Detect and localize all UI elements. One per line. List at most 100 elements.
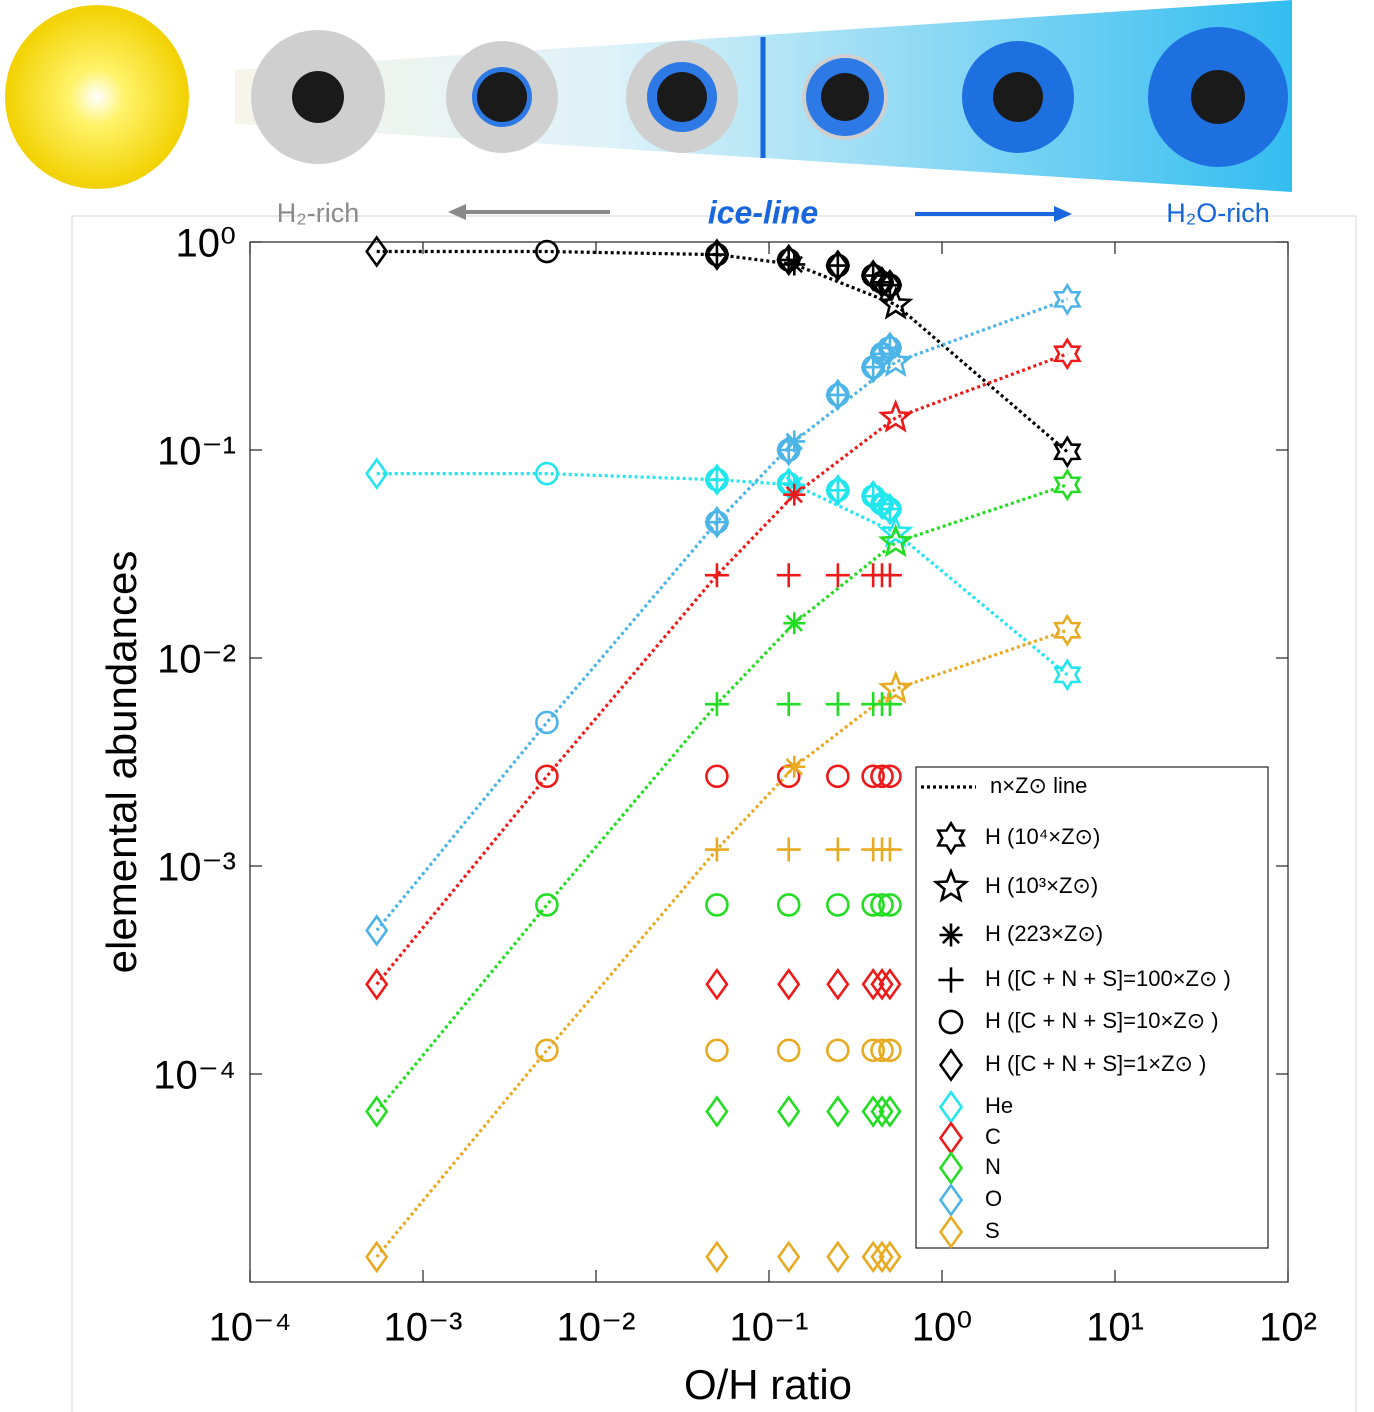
data-point (776, 1038, 801, 1063)
x-tick-label: 10⁻² (557, 1306, 636, 1350)
data-point (535, 710, 559, 735)
data-point (825, 253, 850, 278)
y-axis-title: elemental abundances (98, 551, 145, 974)
legend-marker (938, 1151, 964, 1185)
data-point (1053, 282, 1082, 316)
data-point (861, 1095, 885, 1128)
legend-label: H ([C + N + S]=10×Z⊙ ) (985, 1008, 1219, 1033)
data-point (705, 1240, 729, 1274)
data-point (861, 1240, 885, 1274)
data-point (870, 893, 894, 917)
data-point (826, 474, 850, 507)
data-point (826, 1240, 850, 1274)
data-point (870, 764, 894, 789)
data-point (1053, 613, 1082, 647)
data-point (535, 1038, 559, 1063)
trend-line (376, 472, 1069, 677)
header-labels: H₂-rich ice-line H₂O-rich (277, 194, 1270, 230)
trend-line (375, 352, 1068, 986)
data-point (1053, 468, 1082, 502)
data-point (705, 893, 729, 917)
data-point (783, 430, 806, 453)
data-point (877, 692, 902, 717)
trend-line (375, 628, 1068, 1258)
data-point (705, 463, 729, 496)
data-point (1053, 658, 1082, 692)
legend-marker (936, 820, 966, 856)
data-point (826, 968, 850, 1001)
data-point (825, 692, 850, 717)
data-point (704, 837, 729, 862)
data-point (704, 510, 729, 535)
data-point (777, 968, 801, 1001)
trend-line (376, 249, 1069, 454)
data-point (877, 286, 914, 320)
data-point (783, 253, 806, 276)
legend-label: n×Z⊙ line (990, 773, 1087, 798)
planet-core (993, 72, 1043, 122)
y-tick-label: 10⁻² (157, 638, 236, 682)
planet-core (657, 72, 707, 122)
data-point (783, 483, 806, 506)
data-point (878, 1038, 902, 1063)
data-point (1053, 337, 1082, 371)
x-tick-label: 10¹ (1086, 1306, 1144, 1350)
data-point (365, 1095, 389, 1128)
data-point (776, 837, 801, 862)
data-point (783, 755, 806, 778)
data-point (826, 764, 850, 789)
planet-core (477, 72, 527, 122)
legend-label: S (985, 1218, 1000, 1243)
legend-marker (938, 1048, 964, 1082)
data-point (870, 1095, 894, 1128)
legend-label: H (10³×Z⊙) (985, 873, 1098, 898)
data-point (870, 1038, 894, 1063)
data-point (861, 893, 885, 917)
sun (5, 5, 189, 189)
data-point (826, 249, 850, 282)
data-point (1053, 435, 1082, 469)
data-point (705, 1038, 729, 1063)
data-point (535, 461, 559, 486)
data-point (825, 478, 850, 503)
data-point (365, 914, 389, 947)
legend-label: He (985, 1093, 1013, 1118)
planet-core (821, 73, 869, 121)
y-tick-label: 10⁻³ (157, 846, 236, 890)
data-point (826, 1038, 850, 1063)
data-point (535, 239, 559, 264)
data-point (826, 378, 850, 412)
data-point (705, 1095, 729, 1128)
data-point (704, 242, 729, 267)
data-point (705, 764, 729, 789)
y-tick-label: 10⁻¹ (157, 430, 236, 474)
arrow-head (448, 204, 466, 220)
legend-marker (938, 1183, 964, 1217)
data-point (878, 1240, 902, 1274)
data-point (365, 968, 389, 1001)
data-point (878, 764, 902, 789)
planet-core (1191, 70, 1245, 124)
legend-label: N (985, 1154, 1001, 1179)
data-point (704, 563, 729, 588)
data-point (878, 1095, 902, 1128)
data-point (776, 893, 801, 917)
data-point (878, 523, 914, 558)
data-point (877, 273, 902, 298)
legend-label: O (985, 1186, 1002, 1211)
data-point (877, 563, 902, 588)
x-tick-label: 10⁻³ (384, 1306, 463, 1350)
header-illustration (5, 0, 1292, 192)
h2-rich-label: H₂-rich (277, 198, 359, 228)
legend-label: C (985, 1124, 1001, 1149)
data-point (777, 1240, 801, 1274)
legend-label: H ([C + N + S]=1×Z⊙ ) (985, 1051, 1206, 1076)
data-point (705, 968, 729, 1001)
data-point (877, 670, 914, 704)
planet-core (292, 71, 344, 123)
legend-marker (938, 1009, 964, 1035)
data-point (861, 355, 886, 380)
data-point (878, 399, 914, 433)
data-point (825, 382, 850, 407)
